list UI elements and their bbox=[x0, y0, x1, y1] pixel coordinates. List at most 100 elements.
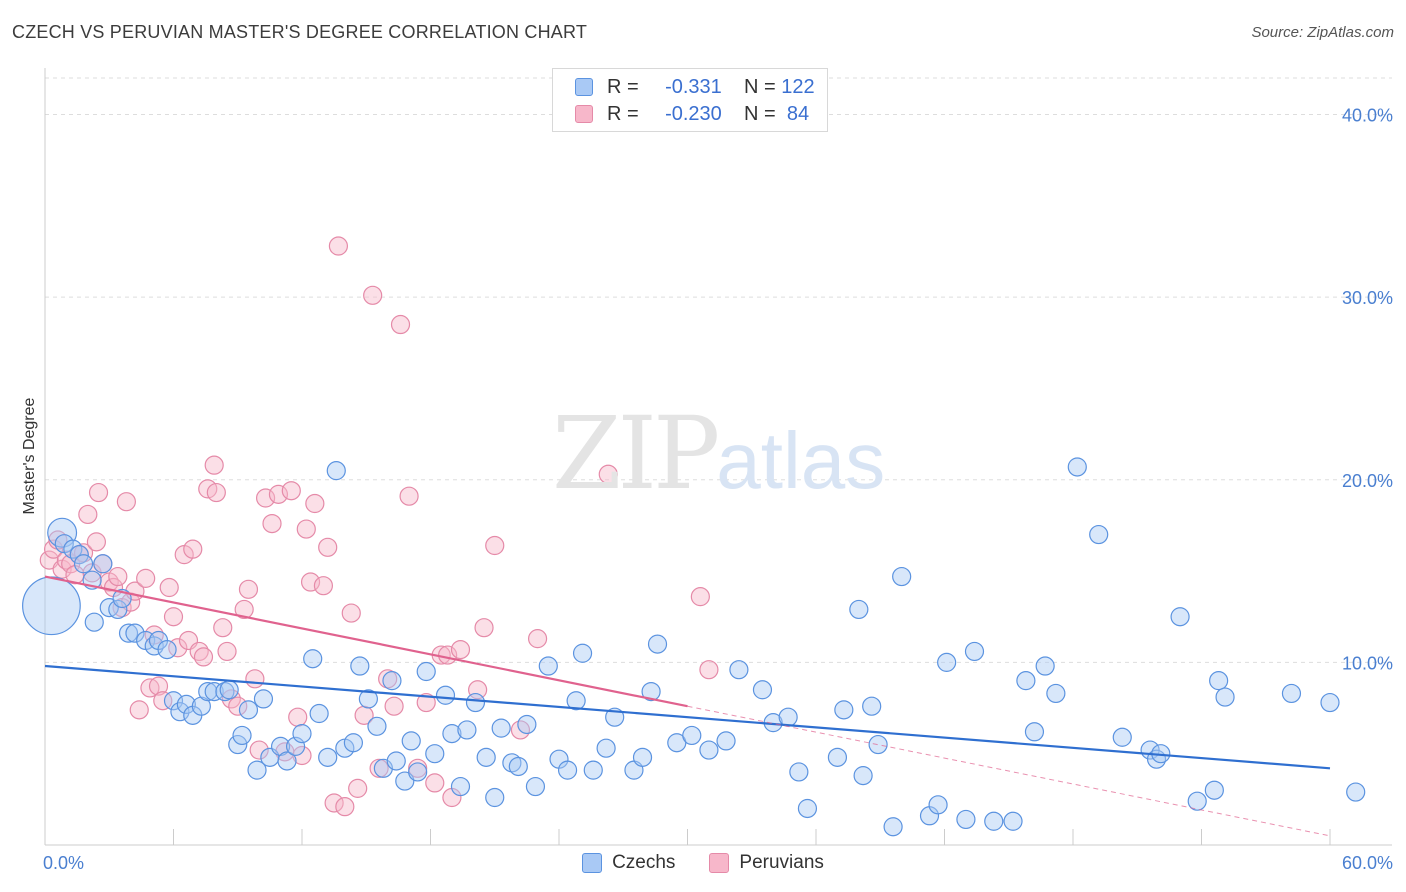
czech-point bbox=[525, 776, 546, 797]
grid-lines bbox=[45, 77, 1392, 663]
czech-point bbox=[457, 720, 477, 740]
czech-point bbox=[1035, 656, 1055, 676]
czech-point bbox=[238, 700, 259, 720]
czech-point bbox=[647, 634, 668, 654]
peruvian-point bbox=[228, 696, 248, 716]
peruvian-point bbox=[234, 599, 254, 620]
peruvian-points bbox=[39, 236, 719, 817]
czech-point bbox=[170, 702, 190, 722]
czech-point bbox=[956, 809, 976, 830]
czech-point bbox=[928, 795, 948, 815]
czech-point bbox=[1215, 687, 1235, 707]
peruvian-point bbox=[450, 639, 471, 660]
peruvian-point bbox=[348, 778, 368, 798]
czech-point bbox=[868, 734, 888, 755]
peruvian-point bbox=[78, 504, 98, 525]
peruvian-swatch bbox=[575, 105, 593, 123]
czech-point bbox=[292, 724, 312, 744]
peruvian-swatch bbox=[709, 853, 730, 873]
czech-point bbox=[176, 694, 196, 714]
czech-point bbox=[572, 643, 593, 663]
peruvian-point bbox=[129, 700, 149, 720]
peruvian-point bbox=[318, 537, 338, 557]
czech-point bbox=[425, 744, 445, 764]
peruvian-point bbox=[384, 696, 404, 716]
czech-point bbox=[247, 760, 267, 780]
czech-point bbox=[632, 747, 653, 767]
peruvian-point bbox=[425, 773, 445, 793]
peruvian-point bbox=[213, 618, 233, 638]
n-label: N = bbox=[744, 75, 776, 98]
czech-point bbox=[752, 680, 773, 700]
czech-point bbox=[450, 776, 471, 797]
czech-point bbox=[883, 817, 903, 837]
peruvian-point bbox=[699, 660, 719, 680]
axes bbox=[44, 68, 1392, 846]
czech-swatch bbox=[582, 853, 603, 873]
czech-point bbox=[1024, 722, 1045, 742]
n-label: N = bbox=[744, 102, 776, 125]
peruvian-point bbox=[598, 464, 618, 484]
y-tick-label: 10.0% bbox=[1342, 653, 1393, 673]
czech-point bbox=[401, 731, 421, 751]
peruvian-point bbox=[399, 486, 419, 506]
czech-point bbox=[69, 545, 89, 565]
czech-point bbox=[163, 691, 184, 711]
czech-point bbox=[442, 724, 462, 744]
czech-point bbox=[382, 671, 402, 691]
czech-point bbox=[476, 747, 496, 767]
peruvian-point bbox=[296, 519, 316, 539]
legend-item-peruvians[interactable]: Peruvians bbox=[709, 852, 824, 874]
peruvian-point bbox=[300, 572, 321, 592]
peruvian-point bbox=[86, 532, 107, 552]
r-value: -0.331 bbox=[665, 75, 722, 98]
n-value: 84 bbox=[781, 102, 810, 125]
y-tick-label: 30.0% bbox=[1342, 288, 1393, 308]
legend-row-peruvians: R = -0.230 N = 84 bbox=[575, 103, 809, 125]
czech-trend-line bbox=[44, 664, 1331, 770]
czech-point bbox=[508, 756, 528, 777]
peruvian-point bbox=[153, 691, 173, 711]
czech-point bbox=[157, 639, 177, 660]
czech-point bbox=[228, 734, 248, 755]
czech-point bbox=[73, 554, 94, 574]
peruvian-point bbox=[217, 641, 237, 662]
czech-point bbox=[318, 747, 338, 767]
peruvian-point bbox=[369, 758, 389, 778]
czech-point bbox=[892, 566, 912, 587]
czech-point bbox=[408, 762, 428, 782]
peruvian-trend-line bbox=[44, 575, 688, 708]
czech-point bbox=[343, 733, 363, 753]
czech-point bbox=[93, 554, 113, 574]
peruvian-point bbox=[204, 455, 224, 475]
legend-label-peruvians: Peruvians bbox=[739, 852, 824, 873]
czech-point bbox=[125, 623, 145, 643]
czech-point bbox=[485, 787, 505, 808]
czech-point bbox=[84, 612, 104, 632]
r-value: -0.230 bbox=[665, 102, 722, 125]
czech-point bbox=[716, 731, 736, 751]
czech-swatch bbox=[575, 78, 593, 96]
peruvian-point bbox=[690, 587, 710, 607]
peruvian-point bbox=[268, 484, 289, 504]
czech-point bbox=[303, 649, 323, 669]
czech-point bbox=[204, 681, 224, 702]
peruvian-point bbox=[328, 236, 349, 256]
peruvian-point bbox=[206, 482, 226, 503]
czech-point bbox=[47, 517, 78, 548]
watermark-zip: ZIP bbox=[552, 395, 720, 512]
czech-point bbox=[566, 691, 586, 711]
legend-item-czechs[interactable]: Czechs bbox=[582, 852, 675, 874]
czech-point bbox=[778, 707, 798, 727]
czech-point bbox=[729, 660, 749, 680]
czech-point bbox=[465, 692, 486, 713]
czech-point bbox=[22, 576, 81, 636]
czech-point bbox=[198, 681, 218, 702]
czech-point bbox=[1170, 607, 1190, 627]
peruvian-point bbox=[288, 707, 308, 727]
czech-point bbox=[517, 714, 537, 735]
czech-point bbox=[502, 753, 522, 773]
czech-point bbox=[1003, 811, 1023, 831]
peruvian-point bbox=[43, 539, 64, 559]
peruvian-trend-extension bbox=[687, 705, 1331, 837]
